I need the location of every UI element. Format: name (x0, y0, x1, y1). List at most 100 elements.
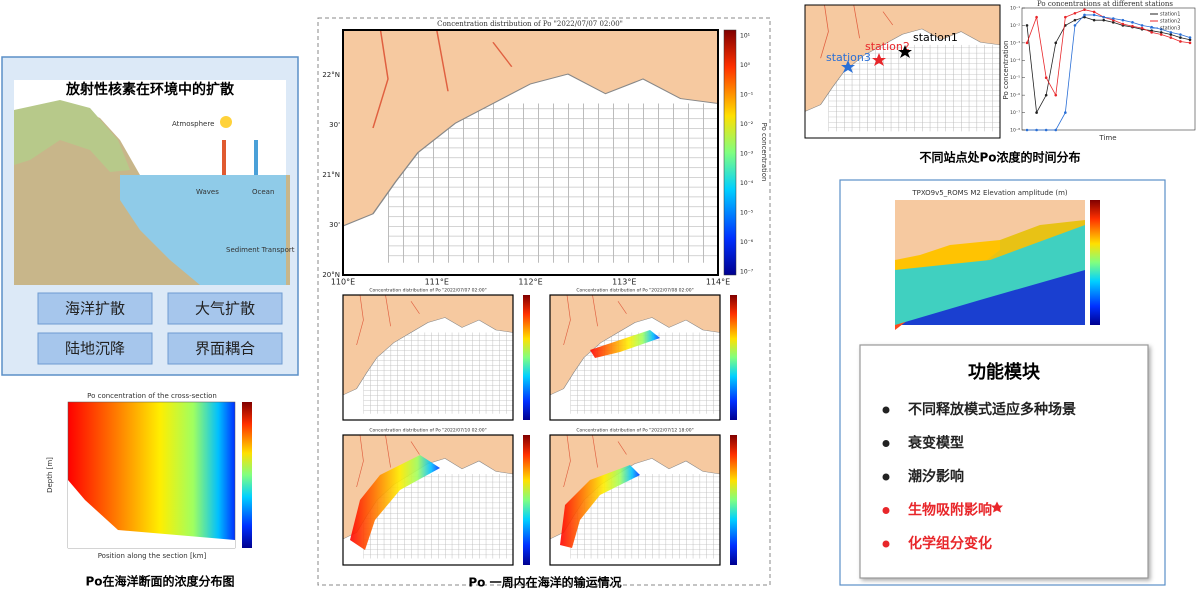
x-tick-label: 112°E (518, 278, 542, 287)
y-tick-label: 10⁻⁴ (1010, 58, 1020, 64)
x-tick-label: 111°E (425, 278, 449, 287)
point (1054, 93, 1058, 97)
modules-title: 功能模块 (968, 361, 1041, 383)
point (1179, 40, 1182, 43)
colorbar (523, 435, 530, 565)
y-tick-label: 10⁻⁵ (1010, 75, 1020, 81)
module-item: 不同释放模式适应多种场景 (908, 401, 1076, 418)
chart-title: Po concentration of the cross-section (87, 392, 217, 400)
colorbar-tick-label: 10⁻⁷ (740, 269, 754, 276)
map-title: Concentration distribution of Po "2022/0… (576, 288, 693, 294)
point (1035, 128, 1038, 132)
point (1140, 26, 1144, 30)
point (1159, 27, 1163, 31)
point (1169, 33, 1173, 36)
map-frame (342, 434, 514, 566)
point (1169, 36, 1173, 39)
map-title: Concentration distribution of Po "2022/0… (369, 428, 486, 434)
label: Sediment Transport (226, 246, 295, 254)
point (1169, 31, 1173, 34)
station-label: station2 (865, 40, 910, 53)
module-item: 潮汐影响 (908, 468, 964, 485)
map-frame (549, 434, 721, 566)
y-tick-label: 22°N (322, 71, 340, 79)
point (1054, 41, 1058, 45)
map-title: Concentration distribution of Po "2022/0… (576, 428, 693, 434)
plume (350, 455, 440, 550)
point (1073, 18, 1077, 22)
axis-label: Time (1098, 134, 1116, 142)
point (1083, 15, 1086, 19)
button-label: 海洋扩散 (65, 300, 125, 318)
map (343, 295, 513, 420)
colorbar-tick-label: 10⁻⁴ (740, 180, 754, 187)
point (1073, 24, 1077, 27)
axis-label: Depth [m] (46, 457, 54, 493)
series-line (1027, 14, 1191, 131)
colorbar-tick-label: 10⁻² (740, 121, 754, 128)
point (1044, 93, 1048, 97)
point (1083, 8, 1086, 11)
plume (590, 330, 660, 358)
y-tick-label: 10⁻⁷ (1010, 110, 1020, 116)
y-tick-label: 21°N (322, 171, 340, 179)
map (550, 295, 720, 420)
point (1188, 41, 1192, 45)
button-label: 界面耦合 (195, 340, 255, 358)
point (1102, 15, 1106, 19)
caption: Po在海洋断面的浓度分布图 (85, 574, 234, 589)
point (1064, 111, 1067, 114)
y-tick-label: 30' (329, 121, 340, 129)
panel-title: 放射性核素在环境中的扩散 (65, 81, 235, 98)
button-label: 大气扩散 (195, 300, 255, 318)
point (1188, 36, 1192, 39)
point (1140, 24, 1144, 27)
point (1131, 24, 1134, 28)
middle-frame (317, 17, 771, 586)
x-tick-label: 110°E (331, 278, 355, 287)
point (1102, 18, 1106, 22)
point (1025, 24, 1029, 27)
point (1111, 21, 1115, 24)
point (1111, 17, 1115, 20)
label: Ocean (252, 188, 274, 196)
point (1025, 128, 1029, 132)
label: Waves (196, 188, 219, 196)
legend-label: station3 (1160, 26, 1180, 32)
point (1131, 21, 1134, 24)
axis-label: Position along the section [km] (98, 552, 207, 560)
y-tick-label: 10⁻² (1010, 23, 1020, 29)
button-label: 陆地沉降 (65, 340, 125, 358)
point (1159, 31, 1163, 34)
colorbar-label: Po concentration (760, 123, 768, 182)
caption: 不同站点处Po浓度的时间分布 (919, 150, 1080, 165)
point (1121, 18, 1125, 22)
module-item: 衰变模型 (907, 435, 964, 452)
caption: Po 一周内在海洋的输运情况 (468, 575, 621, 590)
point (1159, 33, 1163, 36)
y-tick-label: 10⁻³ (1010, 40, 1020, 46)
series-line (1026, 9, 1191, 97)
station-label: station1 (913, 31, 958, 44)
chart-title: Po concentrations at different stations (1037, 0, 1173, 8)
point (1188, 38, 1192, 42)
y-tick-label: 30' (329, 221, 340, 229)
point (1073, 11, 1077, 15)
bullet (882, 406, 890, 414)
label: Atmosphere (172, 120, 214, 128)
y-tick-label: 10⁻⁶ (1010, 93, 1020, 99)
x-tick-label: 114°E (706, 278, 730, 287)
point (1179, 36, 1182, 39)
star-icon (991, 501, 1003, 513)
map-frame (342, 294, 514, 421)
station-label: station3 (826, 51, 871, 64)
colorbar (730, 435, 737, 565)
map-title: TPXO9v5_ROMS M2 Elevation amplitude (m) (911, 189, 1068, 197)
point (1035, 111, 1038, 114)
module-item: 化学组分变化 (908, 535, 992, 552)
point (1092, 13, 1096, 17)
point (1083, 13, 1086, 17)
series-line (1026, 16, 1191, 114)
colorbar-tick-label: 10⁻¹ (740, 92, 754, 99)
